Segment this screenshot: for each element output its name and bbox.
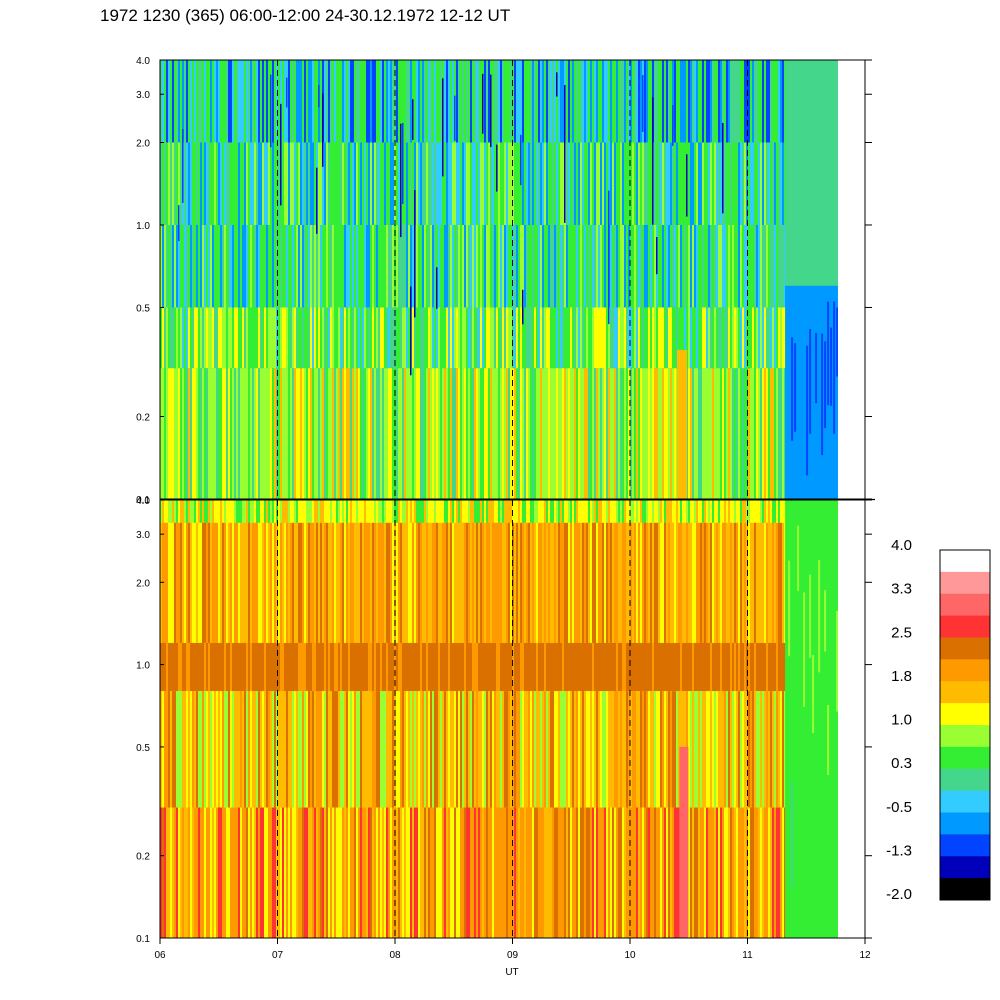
- bottom-panel: [160, 500, 838, 938]
- y-tick-label: 0.5: [136, 743, 150, 754]
- y-tick-label: 1.0: [136, 661, 150, 672]
- colorbar-swatch: [940, 703, 990, 726]
- y-tick-label: 0.1: [136, 495, 150, 506]
- x-tick-label: 08: [389, 950, 401, 961]
- x-tick-label: 11: [742, 950, 753, 961]
- y-tick-label: 0.5: [136, 303, 150, 314]
- y-tick-label: 2.0: [136, 138, 150, 149]
- colorbar-swatch: [940, 746, 990, 770]
- y-tick-label: 0.2: [136, 852, 150, 863]
- y-tick-label: 4.0: [136, 496, 150, 507]
- colorbar-swatch: [940, 790, 990, 813]
- colorbar-label: 4.0: [891, 537, 912, 554]
- colorbar-label: 2.5: [891, 624, 912, 641]
- colorbar-label: 0.3: [891, 755, 912, 772]
- colorbar-label: -1.3: [886, 842, 912, 859]
- x-axis-label: UT: [505, 967, 518, 978]
- y-tick-label: 0.1: [136, 934, 150, 945]
- colorbar-label: -0.5: [886, 799, 912, 816]
- y-tick-label: 2.0: [136, 578, 150, 589]
- colorbar-label: -2.0: [886, 886, 912, 903]
- chart-title: 1972 1230 (365) 06:00-12:00 24-30.12.197…: [100, 6, 511, 25]
- x-tick-label: 06: [154, 950, 166, 961]
- colorbar-swatch: [940, 878, 990, 901]
- colorbar-swatch: [940, 768, 990, 792]
- x-tick-label: 12: [859, 950, 871, 961]
- colorbar-swatch: [940, 725, 990, 748]
- colorbar-swatch: [940, 812, 990, 835]
- colorbar-swatch: [940, 571, 990, 595]
- y-tick-label: 4.0: [136, 56, 150, 67]
- hour-dashed-lines: [277, 60, 748, 938]
- y-tick-label: 0.2: [136, 413, 150, 424]
- colorbar-swatch: [940, 593, 990, 617]
- colorbar-swatch: [940, 856, 990, 879]
- axes: 0.10.20.51.02.03.04.00.10.20.51.02.03.04…: [136, 56, 875, 978]
- y-tick-label: 3.0: [136, 90, 150, 101]
- colorbar-label: 3.3: [891, 581, 912, 598]
- colorbar-swatch: [940, 681, 990, 704]
- colorbar-swatch: [940, 637, 990, 660]
- y-tick-label: 3.0: [136, 530, 150, 541]
- colorbar-label: 1.0: [891, 712, 912, 729]
- x-tick-label: 09: [507, 950, 519, 961]
- colorbar-label: 1.8: [891, 668, 912, 685]
- colorbar-swatch: [940, 659, 990, 682]
- x-tick-label: 10: [624, 950, 636, 961]
- colorbar-swatch: [940, 834, 990, 857]
- y-tick-label: 1.0: [136, 221, 150, 232]
- colorbar-swatch: [940, 615, 990, 638]
- colorbar-frame: [939, 549, 991, 901]
- x-tick-label: 07: [272, 950, 284, 961]
- colorbar: 4.0 3.3 2.5 1.8 1.0 0.3 -0.5 -1.3 -2.0: [886, 537, 991, 903]
- top-panel: [160, 60, 838, 499]
- colorbar-swatch: [940, 550, 990, 573]
